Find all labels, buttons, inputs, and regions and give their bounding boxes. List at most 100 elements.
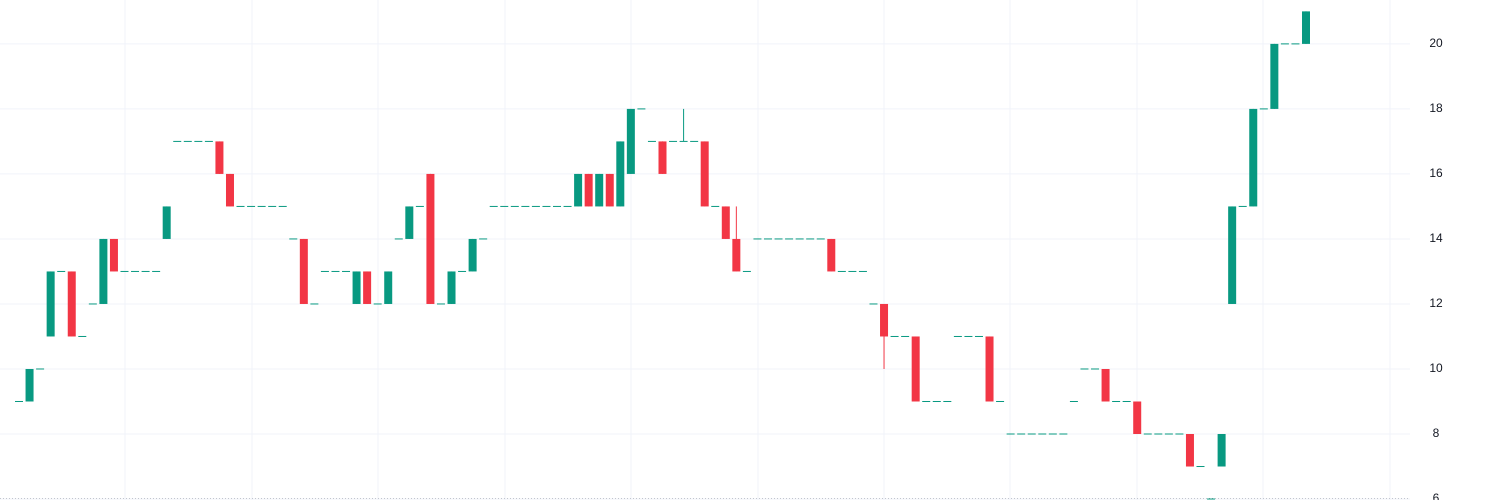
candle-body (426, 173, 435, 304)
candle-body (658, 141, 667, 174)
candle-body (57, 270, 66, 272)
candle-body (837, 270, 846, 272)
candle-body (890, 335, 899, 337)
candle-body (500, 205, 509, 207)
candle-body (637, 108, 646, 110)
candle-body (278, 205, 287, 207)
candle-body (88, 303, 97, 305)
candle-body (1080, 368, 1089, 370)
candle-body (1017, 433, 1026, 435)
candle-body (816, 238, 825, 240)
candle-body (721, 206, 730, 239)
y-tick-label: 18 (1429, 101, 1443, 115)
candle-body (1059, 433, 1068, 435)
candle-body (1259, 108, 1268, 110)
candle-body (806, 238, 815, 240)
candle-body (584, 173, 593, 207)
candle-body (1217, 434, 1226, 467)
candle-body (331, 270, 340, 272)
candle-body (1164, 433, 1173, 435)
candle-body (15, 400, 23, 402)
candle-body (352, 271, 361, 304)
candle-body (268, 205, 277, 207)
candle-body (236, 205, 245, 207)
candle-body (394, 238, 403, 240)
y-tick-label: 10 (1429, 361, 1443, 375)
candle-body (700, 141, 709, 207)
candle-body (774, 238, 783, 240)
candle-body (1228, 206, 1237, 304)
candle-body (553, 205, 562, 207)
candle-body (953, 335, 962, 337)
candle-body (1122, 400, 1131, 402)
candle-body (373, 303, 382, 305)
candle-body (669, 140, 678, 142)
candle-body (109, 238, 118, 272)
candle-body (795, 238, 804, 240)
candle-body (173, 140, 182, 142)
y-tick-label: 12 (1429, 296, 1443, 310)
candle-body (647, 140, 656, 142)
candle-body (1249, 108, 1258, 207)
y-tick-label: 14 (1429, 231, 1443, 245)
y-tick-label: 20 (1429, 36, 1443, 50)
candle-body (1291, 43, 1300, 45)
candle-body (363, 271, 372, 304)
candle-body (152, 270, 161, 272)
candle-body (1048, 433, 1057, 435)
candle-body (194, 140, 203, 142)
candle-body (510, 205, 519, 207)
candle-body (1133, 401, 1142, 435)
candle-body (384, 271, 393, 304)
candle-body (996, 400, 1005, 402)
candle-body (78, 335, 87, 337)
candle-body (1038, 433, 1047, 435)
candle-body (405, 206, 414, 239)
candle-body (299, 238, 308, 304)
candle-body (1270, 43, 1279, 109)
candle-body (763, 238, 772, 240)
candle-body (901, 335, 910, 337)
candle-body (932, 400, 941, 402)
candle-body (679, 140, 688, 142)
candle-body (1143, 433, 1152, 435)
candle-body (753, 238, 762, 240)
candle-body (342, 270, 351, 272)
candle-body (1238, 205, 1247, 207)
candle-body (162, 206, 171, 239)
candle-body (247, 205, 256, 207)
candle-body (595, 173, 604, 207)
candle-body (1069, 400, 1078, 402)
candle-body (1101, 368, 1110, 402)
candle-body (521, 205, 530, 207)
candle-body (858, 270, 867, 272)
candle-body (67, 271, 76, 337)
candle-body (1112, 400, 1121, 402)
candle-body (468, 238, 477, 272)
candle-body (616, 141, 625, 207)
candle-body (204, 140, 213, 142)
candle-body (1196, 466, 1205, 468)
candle-body (827, 238, 836, 272)
y-tick-label: 16 (1429, 166, 1443, 180)
candle-body (458, 270, 467, 272)
candle-body (46, 271, 55, 337)
candle-body (131, 270, 140, 272)
candle-body (1185, 434, 1194, 467)
candle-body (320, 270, 329, 272)
candle-body (964, 335, 973, 337)
time-grid (124, 0, 1391, 500)
candle-body (289, 238, 298, 240)
candle-body (574, 173, 583, 207)
candle-body (183, 140, 192, 142)
candle-body (1027, 433, 1036, 435)
candle-body (922, 400, 931, 402)
candle-body (141, 270, 150, 272)
y-tick-label: 6 (1433, 491, 1440, 500)
candle-body (880, 303, 889, 337)
candle-body (215, 141, 224, 174)
candle-body (911, 336, 920, 402)
candle-body (742, 270, 751, 272)
candle-body (605, 173, 614, 207)
